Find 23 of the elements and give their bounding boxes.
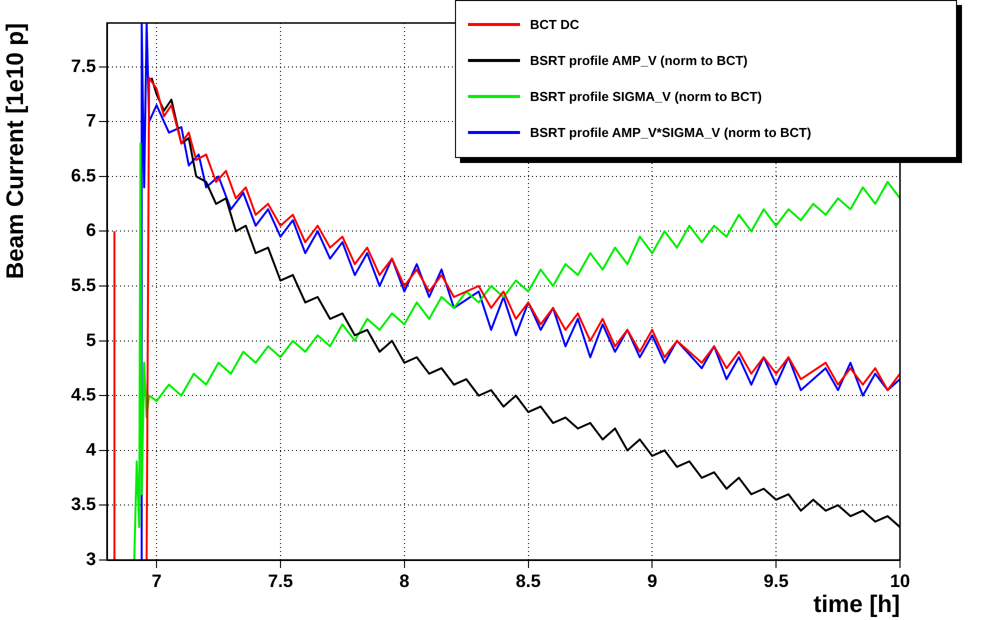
legend-label: BSRT profile AMP_V (norm to BCT) [530,52,748,68]
y-axis-title: Beam Current [1e10 p] [2,23,30,280]
x-tick-label: 9.5 [764,570,789,591]
x-tick-label: 7 [152,570,162,591]
legend-label: BCT DC [530,16,580,32]
y-tick-label: 5 [86,330,96,350]
x-axis-title: time [h] [813,591,900,618]
y-tick-label: 6.5 [70,165,96,186]
legend-label: BSRT profile SIGMA_V (norm to BCT) [530,88,762,104]
y-tick-label: 3 [86,548,96,569]
x-tick-label: 8 [399,570,410,591]
y-tick-label: 3.5 [70,494,96,514]
x-tick-label: 10 [890,570,910,591]
x-tick-label: 9 [647,570,658,591]
y-tick-label: 4 [86,439,96,460]
y-tick-label: 5.5 [70,274,96,295]
x-tick-label: 7.5 [268,570,293,591]
legend-label: BSRT profile AMP_V*SIGMA_V (norm to BCT) [530,124,812,140]
y-tick-label: 6 [86,220,96,240]
y-tick-label: 7.5 [70,56,96,76]
y-tick-label: 7 [86,110,96,131]
y-tick-label: 4.5 [70,384,96,405]
x-tick-label: 8.5 [516,570,541,591]
